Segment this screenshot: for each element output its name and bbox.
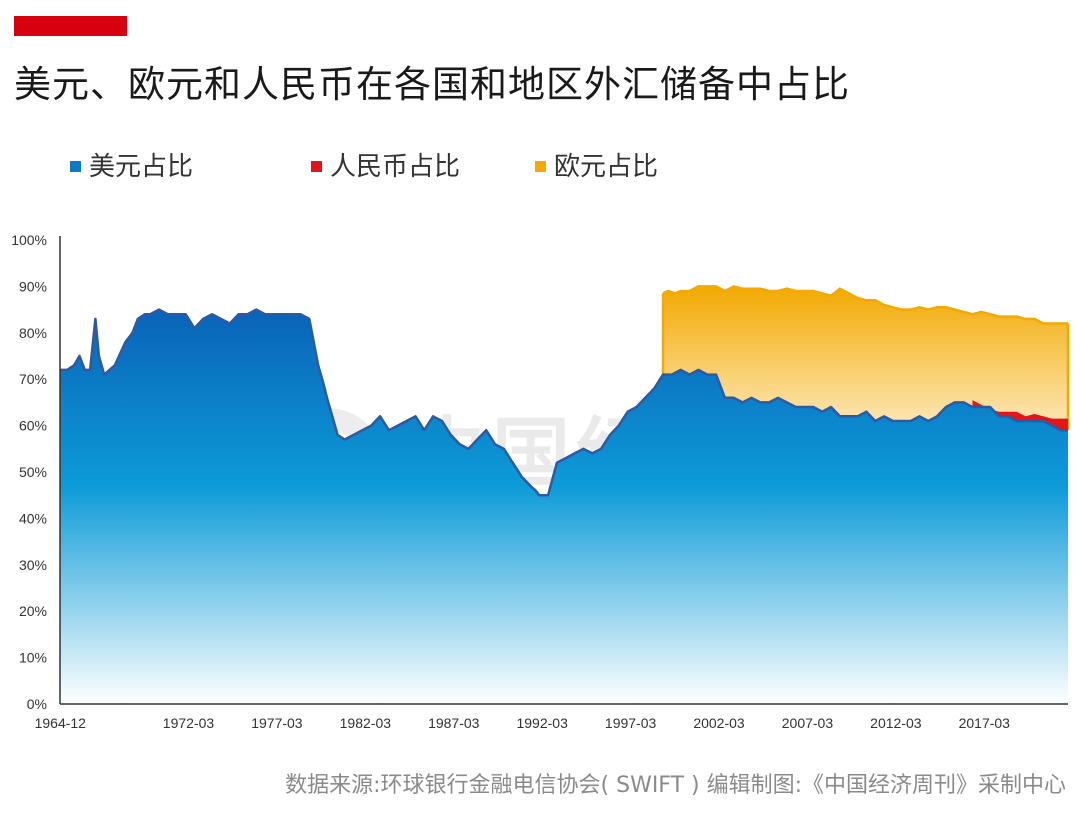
usd-area <box>60 309 1068 704</box>
legend-item-eur: 欧元占比 <box>535 146 658 183</box>
x-tick-label: 1977-03 <box>251 715 303 731</box>
y-tick-label: 20% <box>19 603 47 619</box>
y-tick-label: 40% <box>19 510 47 526</box>
cny-area <box>972 400 1068 431</box>
x-tick-label: 1992-03 <box>516 715 568 731</box>
axes-layer: 0% 10% 20% 30% 40% 50% 60% 70% 80% 90% 100% 1964-12… <box>11 232 1068 731</box>
legend-swatch-cny <box>311 161 322 172</box>
x-tick-label: 2007-03 <box>782 715 834 731</box>
y-tick-label: 100% <box>11 232 47 248</box>
y-tick-label: 90% <box>19 278 47 294</box>
y-tick-label: 10% <box>19 650 47 666</box>
y-tick-label: 60% <box>19 418 47 434</box>
y-tick-label: 30% <box>19 557 47 573</box>
chart-title: 美元、欧元和人民币在各国和地区外汇储备中占比 <box>14 63 850 106</box>
legend-swatch-eur <box>535 161 546 172</box>
x-tick-label: 1972-03 <box>163 715 215 731</box>
y-tick-label: 70% <box>19 371 47 387</box>
x-tick-label: 2017-03 <box>959 715 1011 731</box>
x-tick-label: 1982-03 <box>340 715 392 731</box>
y-tick-label: 80% <box>19 325 47 341</box>
series-layer <box>60 285 1070 704</box>
y-tick-label: 0% <box>27 696 47 712</box>
legend-label-eur: 欧元占比 <box>554 152 659 182</box>
legend-swatch-usd <box>70 161 81 172</box>
x-tick-label: 2012-03 <box>870 715 922 731</box>
legend-item-usd: 美元占比 <box>70 146 193 183</box>
x-tick-label: 1964-12 <box>35 715 87 731</box>
y-tick-label: 50% <box>19 464 47 480</box>
source-note: 数据来源:环球银行金融电信协会( SWIFT ) 编辑制图:《中国经济周刊》采制… <box>285 773 1066 798</box>
title-accent-bar <box>14 16 127 36</box>
x-tick-label: 1987-03 <box>428 715 480 731</box>
legend-label-usd: 美元占比 <box>89 152 194 182</box>
eur-area <box>663 286 1068 431</box>
x-tick-label: 1997-03 <box>605 715 657 731</box>
usd-line <box>60 308 1068 497</box>
eur-line <box>662 285 1068 325</box>
legend-item-cny: 人民币占比 <box>311 146 460 183</box>
chart-legend: 美元占比 人民币占比 欧元占比 <box>0 146 1080 182</box>
legend-label-cny: 人民币占比 <box>330 152 461 182</box>
x-tick-label: 2002-03 <box>693 715 745 731</box>
